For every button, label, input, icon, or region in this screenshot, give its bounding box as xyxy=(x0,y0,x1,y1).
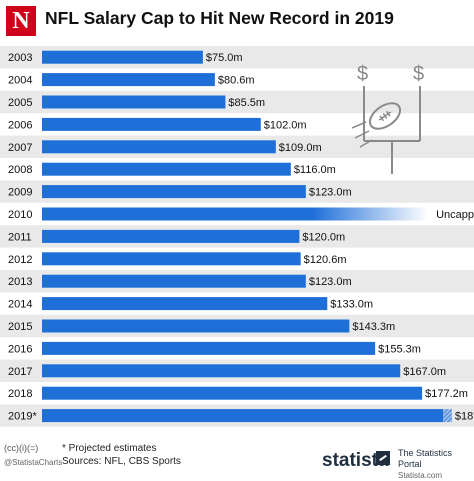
category-label: 2010 xyxy=(8,209,32,221)
bar-uncapped xyxy=(42,207,429,221)
data-label: $102.0m xyxy=(264,119,307,131)
category-label: 2017 xyxy=(8,366,32,378)
bar xyxy=(42,274,306,288)
bar xyxy=(42,386,423,400)
category-label: 2019* xyxy=(8,411,37,423)
data-label: $109.0m xyxy=(279,142,322,154)
bar xyxy=(42,319,350,333)
statista-mark-icon xyxy=(376,451,390,465)
data-label: $123.0m xyxy=(309,276,352,288)
data-label: $80.6m xyxy=(218,75,255,87)
bar xyxy=(42,117,261,131)
category-label: 2016 xyxy=(8,343,32,355)
bar xyxy=(42,73,215,87)
data-label: $120.0m xyxy=(302,231,345,243)
data-label: $123.0m xyxy=(309,187,352,199)
data-label: $85.5m xyxy=(228,97,265,109)
category-label: 2013 xyxy=(8,276,32,288)
football-goalpost-dollar-icon: $ $ xyxy=(351,63,424,174)
note-projected: * Projected estimates xyxy=(62,443,157,454)
category-label: 2011 xyxy=(8,231,32,243)
data-label: $155.3m xyxy=(378,343,421,355)
category-label: 2015 xyxy=(8,321,32,333)
note-sources: Sources: NFL, CBS Sports xyxy=(62,456,181,467)
bar xyxy=(42,95,226,109)
bar xyxy=(42,50,203,64)
bar xyxy=(42,229,300,243)
bar xyxy=(42,185,306,199)
footer-notes: * Projected estimates Sources: NFL, CBS … xyxy=(62,442,181,468)
bar xyxy=(42,341,376,355)
bar xyxy=(42,364,401,378)
category-label: 2008 xyxy=(8,164,32,176)
data-label: $177.2m xyxy=(425,388,468,400)
data-label: Uncapped xyxy=(436,209,474,221)
chart-title: NFL Salary Cap to Hit New Record in 2019 xyxy=(45,8,394,28)
bar xyxy=(42,252,301,266)
svg-text:$: $ xyxy=(413,63,424,85)
category-label: 2003 xyxy=(8,52,32,64)
bar-projected-range xyxy=(443,409,452,423)
category-label: 2014 xyxy=(8,299,32,311)
portal-title: The Statistics Portal xyxy=(398,448,453,469)
statista-portal: The Statistics Portal Statista.com xyxy=(398,448,474,481)
data-label: $187.0 – 191.1m xyxy=(455,411,474,423)
category-label: 2007 xyxy=(8,142,32,154)
data-label: $120.6m xyxy=(304,254,347,266)
category-label: 2006 xyxy=(8,119,32,131)
data-label: $167.0m xyxy=(403,366,446,378)
twitter-handle: @StatistaCharts xyxy=(4,458,63,467)
data-label: $143.3m xyxy=(352,321,395,333)
portal-url: Statista.com xyxy=(398,471,443,480)
newsweek-logo: N xyxy=(6,6,36,36)
creative-commons-icons: (cc)(i)(=) xyxy=(4,443,39,453)
bar xyxy=(42,409,444,423)
category-label: 2018 xyxy=(8,388,32,400)
statista-logo: statista xyxy=(322,450,389,471)
bar xyxy=(42,140,276,154)
bar xyxy=(42,162,291,176)
category-label: 2009 xyxy=(8,187,32,199)
data-label: $75.0m xyxy=(206,52,243,64)
category-label: 2005 xyxy=(8,97,32,109)
bar-chart: 2003 $75.0m 2004 $80.6m 2005 $85.5m 2006 $102.0… xyxy=(0,46,474,427)
bar xyxy=(42,297,328,311)
category-label: 2012 xyxy=(8,254,32,266)
data-label: $133.0m xyxy=(330,299,373,311)
data-label: $116.0m xyxy=(294,164,336,176)
svg-text:$: $ xyxy=(357,63,368,85)
category-label: 2004 xyxy=(8,75,32,87)
